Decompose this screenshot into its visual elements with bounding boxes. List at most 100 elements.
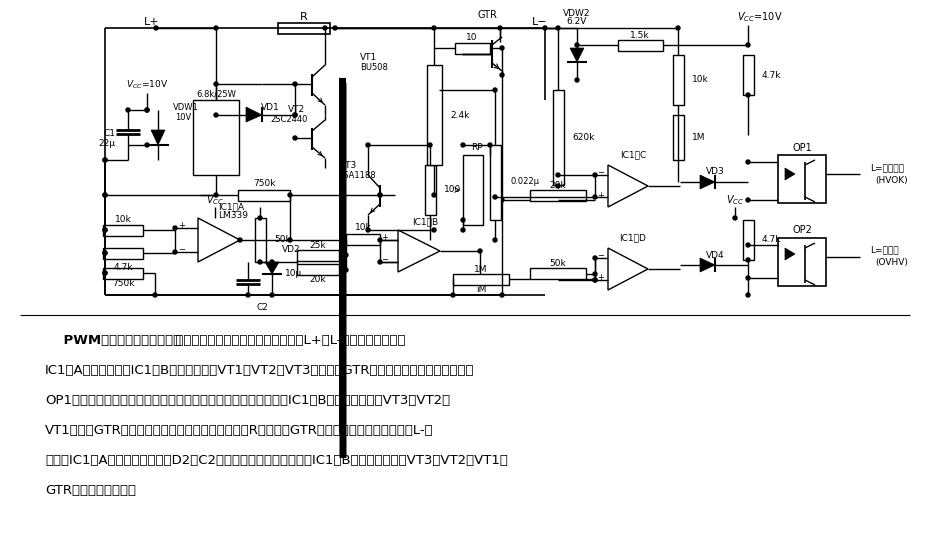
Text: 当电动机处于电动工况时，直流母线L+、L-之间的电压正常，: 当电动机处于电动工况时，直流母线L+、L-之间的电压正常， <box>167 334 405 346</box>
Text: 50k: 50k <box>550 258 566 267</box>
Circle shape <box>103 251 107 255</box>
Circle shape <box>543 26 547 30</box>
Circle shape <box>258 216 262 220</box>
Text: 4.7k: 4.7k <box>762 236 781 244</box>
Text: VD2: VD2 <box>282 245 300 254</box>
Circle shape <box>366 228 370 232</box>
Bar <box>778 155 826 203</box>
Circle shape <box>461 218 465 222</box>
Text: 1M: 1M <box>474 265 487 273</box>
Text: VDW1: VDW1 <box>173 103 199 112</box>
Text: C2: C2 <box>256 303 268 313</box>
Circle shape <box>593 278 597 282</box>
Text: 20k: 20k <box>550 181 566 189</box>
Text: IC1：B: IC1：B <box>412 217 438 226</box>
Text: OP1: OP1 <box>792 143 812 153</box>
Circle shape <box>378 260 382 264</box>
Bar <box>238 190 290 201</box>
Circle shape <box>214 193 218 197</box>
Circle shape <box>270 293 274 297</box>
Circle shape <box>556 184 560 188</box>
Circle shape <box>214 82 218 86</box>
Text: −: − <box>179 245 185 254</box>
Text: L+: L+ <box>144 17 160 27</box>
Text: 2SC2440: 2SC2440 <box>271 116 308 124</box>
Text: 2SA1188: 2SA1188 <box>338 171 376 180</box>
Circle shape <box>593 173 597 177</box>
Polygon shape <box>785 168 795 180</box>
Circle shape <box>478 249 482 253</box>
Text: $V_{CC}$=10V: $V_{CC}$=10V <box>126 79 168 91</box>
Text: 10k: 10k <box>354 223 371 232</box>
Text: −: − <box>597 168 605 178</box>
Bar <box>427 65 442 165</box>
Circle shape <box>746 43 750 47</box>
Circle shape <box>293 82 297 86</box>
Circle shape <box>500 46 504 50</box>
Circle shape <box>103 228 107 232</box>
Text: 1M: 1M <box>692 132 706 141</box>
Text: LM339: LM339 <box>218 211 248 221</box>
Circle shape <box>432 228 436 232</box>
Circle shape <box>103 228 107 232</box>
Text: +: + <box>381 233 389 243</box>
Text: VT1: VT1 <box>360 53 378 61</box>
Circle shape <box>461 143 465 147</box>
Circle shape <box>288 193 292 197</box>
Circle shape <box>344 268 348 272</box>
Circle shape <box>154 26 158 30</box>
Circle shape <box>556 26 560 30</box>
Bar <box>530 268 586 279</box>
Circle shape <box>575 78 579 82</box>
Text: 10: 10 <box>466 33 478 43</box>
Text: GTR: GTR <box>477 10 497 20</box>
Text: BU508: BU508 <box>360 62 388 72</box>
Bar <box>673 55 684 105</box>
Text: OP2: OP2 <box>792 225 812 235</box>
Circle shape <box>145 143 149 147</box>
Text: VD4: VD4 <box>706 251 724 259</box>
Bar <box>297 250 339 261</box>
Text: IC1：C: IC1：C <box>620 151 646 159</box>
Circle shape <box>323 26 327 30</box>
Text: 2.4k: 2.4k <box>450 110 470 119</box>
Text: 4.7k: 4.7k <box>762 70 781 80</box>
Polygon shape <box>265 262 279 274</box>
Circle shape <box>103 158 107 162</box>
Text: −: − <box>597 251 605 260</box>
Circle shape <box>293 113 297 117</box>
Circle shape <box>103 251 107 255</box>
Circle shape <box>500 73 504 77</box>
Bar <box>553 90 564 185</box>
Text: +: + <box>598 190 604 200</box>
Bar <box>103 268 143 279</box>
Circle shape <box>145 108 149 112</box>
Circle shape <box>733 216 737 220</box>
Text: $V_{CC}$: $V_{CC}$ <box>206 193 224 207</box>
Circle shape <box>746 160 750 164</box>
Bar <box>463 155 483 225</box>
Circle shape <box>344 253 348 257</box>
Bar <box>618 40 663 51</box>
Polygon shape <box>246 107 262 122</box>
Text: −: − <box>381 256 389 265</box>
Circle shape <box>214 113 218 117</box>
Text: +: + <box>179 222 185 230</box>
Circle shape <box>288 238 292 242</box>
Circle shape <box>103 271 107 275</box>
Circle shape <box>593 272 597 276</box>
Text: +: + <box>598 273 604 282</box>
Text: iM: iM <box>476 286 486 294</box>
Bar <box>778 238 826 286</box>
Text: $V_{CC}$: $V_{CC}$ <box>726 193 744 207</box>
Circle shape <box>676 26 680 30</box>
Circle shape <box>493 238 497 242</box>
Text: R: R <box>300 12 308 22</box>
Bar <box>455 43 490 54</box>
Bar <box>425 165 436 215</box>
Text: 50k: 50k <box>274 236 291 244</box>
Text: (HVOK): (HVOK) <box>875 175 908 185</box>
Text: 1.5k: 1.5k <box>631 31 650 39</box>
Bar <box>278 23 330 34</box>
Circle shape <box>746 198 750 202</box>
